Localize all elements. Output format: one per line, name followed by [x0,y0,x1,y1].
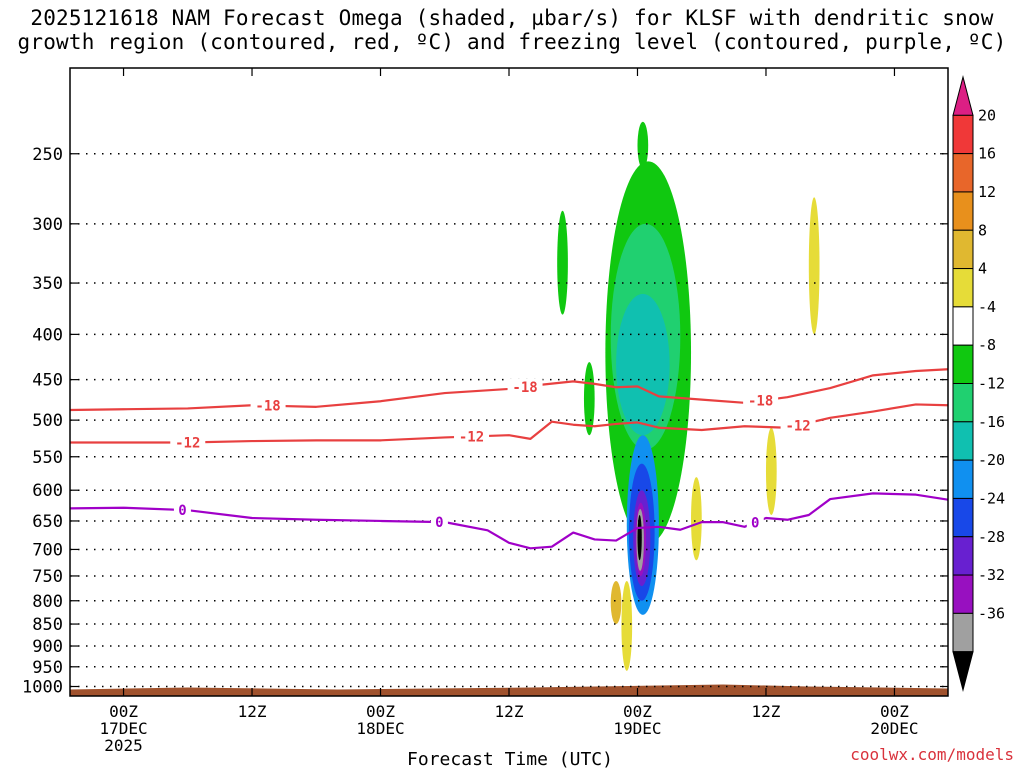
colorbar-bin-6 [952,306,974,346]
colorbar-bin-12 [952,536,974,576]
colorbar-bin-3 [952,191,974,231]
contour-label-2-1: 0 [435,515,443,531]
axes-layer: 2503003504004505005506006507007508008509… [22,68,948,755]
contour-label-bg-1-2 [780,417,816,434]
contour-label-0-0: -18 [255,399,280,415]
contour-line-2 [69,492,949,550]
y-tick-label-900: 900 [32,637,63,657]
x-tick-label-0-1: 17DEC [99,719,147,738]
contour-layer: -18 -18 -18 -12 -12 -12 0 0 0 [69,368,949,550]
contour-label-bg-0-2 [743,392,779,409]
colorbar-label-2: 12 [978,183,996,201]
x-tick-label-0-0: 00Z [109,702,138,721]
omega-shade-14 [621,581,633,671]
colorbar-bin-15 [952,651,974,692]
colorbar-bin-9 [952,421,974,461]
contour-label-1-0: -12 [175,436,200,452]
y-tick-label-950: 950 [32,658,63,678]
colorbar-bin-2 [952,153,974,193]
contour-label-bg-2-2 [746,514,764,531]
colorbar-label-7: -12 [978,375,1005,393]
x-tick-label-36-0: 12Z [495,702,524,721]
omega-shade-5 [616,293,670,436]
colorbar-label-5: -4 [978,298,996,316]
colorbar-bin-0 [952,75,974,116]
contour-label-2-2: 0 [751,515,759,531]
colorbar-bin-10 [952,459,974,499]
y-tick-label-700: 700 [32,540,63,560]
x-tick-label-48-0: 00Z [623,702,652,721]
x-tick-label-0-2: 2025 [104,736,143,755]
colorbar-label-0: 20 [978,106,996,124]
omega-shading-layer [557,121,820,671]
y-tick-label-350: 350 [32,274,63,294]
colorbar-label-10: -24 [978,489,1005,507]
credit-text: coolwx.com/models [850,745,1014,764]
contour-label-1-1: -12 [459,429,484,445]
y-tick-label-850: 850 [32,615,63,635]
y-tick-label-250: 250 [32,145,63,165]
colorbar-label-3: 8 [978,221,987,239]
colorbar-label-6: -8 [978,336,996,354]
colorbar-bin-1 [952,114,974,155]
contour-label-0-2: -18 [748,394,773,410]
colorbar: 20 16 12 8 4 -4 -8 -12 -16 -20 -24 -28 -32 -36 [952,75,1005,692]
x-tick-label-60-0: 12Z [752,702,781,721]
y-tick-label-650: 650 [32,512,63,532]
omega-shade-0 [557,210,568,315]
colorbar-bin-4 [952,229,974,270]
colorbar-bin-8 [952,383,974,423]
omega-shade-12 [765,427,777,516]
colorbar-label-9: -20 [978,451,1005,469]
x-axis-label: Forecast Time (UTC) [407,749,613,768]
colorbar-label-13: -36 [978,604,1005,622]
y-tick-label-1000: 1000 [22,678,63,698]
contour-label-bg-1-0 [170,434,206,451]
y-tick-label-600: 600 [32,481,63,501]
omega-shade-16 [691,477,702,561]
omega-shade-15 [610,581,622,625]
colorbar-label-4: 4 [978,260,987,278]
colorbar-label-12: -32 [978,566,1005,584]
colorbar-bin-5 [952,268,974,308]
contour-label-bg-2-1 [430,514,448,531]
contour-label-bg-1-1 [454,428,490,445]
x-tick-label-48-1: 19DEC [613,719,661,738]
chart-title-line1: 2025121618 NAM Forecast Omega (shaded, µ… [30,6,994,30]
omega-shade-11 [637,515,642,561]
colorbar-label-1: 16 [978,145,996,163]
y-tick-label-450: 450 [32,371,63,391]
contour-label-bg-0-0 [250,397,286,414]
y-tick-label-500: 500 [32,411,63,431]
contour-label-2-0: 0 [178,503,186,519]
y-tick-label-750: 750 [32,567,63,587]
x-tick-label-72-0: 00Z [880,702,909,721]
contour-label-0-1: -18 [512,380,537,396]
colorbar-label-11: -28 [978,528,1005,546]
y-tick-label-800: 800 [32,592,63,612]
x-tick-label-12-0: 12Z [238,702,267,721]
colorbar-bin-11 [952,497,974,538]
colorbar-bin-13 [952,574,974,614]
omega-shade-13 [808,197,820,335]
y-tick-label-550: 550 [32,448,63,468]
y-tick-label-400: 400 [32,325,63,345]
contour-label-bg-2-0 [173,501,191,518]
x-tick-label-24-1: 18DEC [356,719,404,738]
chart-title-line2: growth region (contoured, red, ºC) and f… [17,30,1007,54]
x-tick-label-24-0: 00Z [366,702,395,721]
omega-shade-1 [583,362,595,436]
contour-label-1-2: -12 [785,418,810,434]
contour-label-bg-0-1 [507,378,543,395]
y-tick-label-300: 300 [32,215,63,235]
chart-title: 2025121618 NAM Forecast Omega (shaded, µ… [0,6,1024,54]
colorbar-label-8: -16 [978,413,1005,431]
colorbar-bin-7 [952,344,974,384]
colorbar-bin-14 [952,612,974,653]
omega-shade-3 [637,121,649,169]
x-tick-label-72-1: 20DEC [870,719,918,738]
